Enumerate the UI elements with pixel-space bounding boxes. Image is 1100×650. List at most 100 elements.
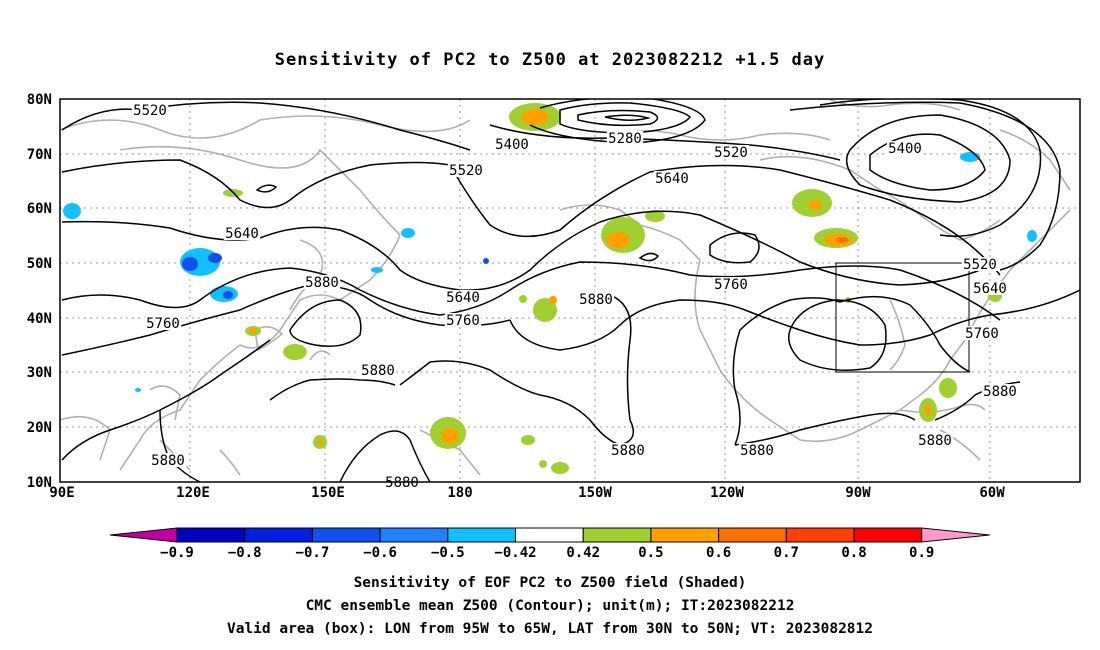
colorbar-tick-label: −0.8 [228, 545, 262, 561]
contour-label-bg [712, 145, 750, 159]
contour-label: 5880 [361, 363, 395, 379]
contour-label-bg [131, 103, 169, 117]
lat-label: 60N [27, 201, 52, 217]
contour-label: 5880 [740, 443, 774, 459]
contour-label: 5640 [973, 281, 1007, 297]
colorbar-tick-label: 0.42 [566, 545, 600, 561]
contour-label: 5880 [385, 475, 419, 491]
colorbar-swatch [311, 527, 381, 543]
contour-label: 5640 [446, 290, 480, 306]
lat-label: 50N [27, 256, 52, 272]
contour-label: 5880 [579, 292, 613, 308]
lon-label: 150E [311, 485, 345, 501]
colorbar-tick-label: 0.7 [774, 545, 799, 561]
contour-label-bg [981, 384, 1019, 398]
colorbar-tick-label: 0.9 [909, 545, 934, 561]
contour-label: 5400 [495, 137, 529, 153]
colorbar-swatch [515, 527, 584, 543]
colorbar-tick-label: −0.9 [160, 545, 194, 561]
contour-label-bg [609, 443, 647, 457]
contour-label-bg [144, 316, 182, 330]
z500-contours [61, 99, 1080, 482]
contour-label-bg [444, 290, 482, 304]
contour-label-bg [359, 363, 397, 377]
colorbar-swatch [447, 527, 516, 543]
lon-label: 120W [710, 485, 744, 501]
lat-axis-labels: 80N 70N 60N 50N 40N 30N 20N 10N [27, 92, 52, 491]
contour-label: 5280 [608, 131, 642, 147]
contour-label-bg [886, 141, 924, 155]
contour-label-bg [149, 453, 187, 467]
colorbar-max-arrow [921, 527, 990, 543]
contour-label: 5880 [151, 453, 185, 469]
contour-label-bg [916, 433, 954, 447]
lat-label: 10N [27, 475, 52, 491]
contour-label-bg [493, 137, 531, 151]
colorbar-tick-label: −0.5 [431, 545, 465, 561]
colorbar-tick-label: 0.8 [841, 545, 866, 561]
colorbar-swatch [650, 527, 720, 543]
contour-label-bg [303, 275, 341, 289]
lon-axis-labels: 90E 120E 150E 180 150W 120W 90W 60W [49, 485, 1005, 501]
contour-label-bg [447, 163, 485, 177]
contour-label-bg [963, 326, 1001, 340]
colorbar-tick-label: −0.6 [363, 545, 397, 561]
contour-label-bg [653, 171, 691, 185]
footer-line-1: Sensitivity of EOF PC2 to Z500 field (Sh… [353, 575, 747, 591]
contour-label: 5880 [983, 384, 1017, 400]
contour-label: 5640 [225, 226, 259, 242]
contour-label: 5760 [714, 277, 748, 293]
contour-label: 5760 [965, 326, 999, 342]
chart-title: Sensitivity of PC2 to Z500 at 2023082212… [274, 50, 826, 70]
contour-label: 5880 [611, 443, 645, 459]
lat-label: 30N [27, 365, 52, 381]
colorbar-swatch [718, 527, 787, 543]
contour-label: 5880 [305, 275, 339, 291]
contour-label: 5400 [888, 141, 922, 157]
lat-label: 70N [27, 147, 52, 163]
colorbar-swatch [853, 527, 923, 543]
contour-label: 5640 [655, 171, 689, 187]
contour-label-bg [971, 281, 1009, 295]
contour-label: 5520 [449, 163, 483, 179]
contour-label: 5520 [714, 145, 748, 161]
colorbar-swatch [582, 527, 652, 543]
lat-label: 80N [27, 92, 52, 108]
contour-label-bg [961, 257, 999, 271]
contour-label-bg [712, 277, 750, 291]
colorbar-swatch [785, 527, 855, 543]
contour-label: 5880 [918, 433, 952, 449]
colorbar-min-arrow [109, 527, 178, 543]
lon-label: 120E [176, 485, 210, 501]
colorbar-tick-label: 0.5 [638, 545, 663, 561]
lat-label: 40N [27, 311, 52, 327]
colorbar-swatch [244, 527, 313, 543]
gridlines [60, 99, 1080, 482]
contour-label-bg [606, 131, 644, 145]
contour-label-bg [738, 443, 776, 457]
contour-label: 5760 [446, 313, 480, 329]
lat-label: 20N [27, 420, 52, 436]
lon-label: 180 [447, 485, 472, 501]
colorbar-tick-label: −0.7 [296, 545, 330, 561]
lon-label: 90W [845, 485, 871, 501]
contour-labels: 5520 5400 5280 5520 5520 5640 5400 5640 5880 5640… [131, 103, 1019, 491]
valid-area-box [835, 262, 970, 373]
footer-line-3: Valid area (box): LON from 95W to 65W, L… [226, 621, 873, 637]
lon-label: 90E [49, 485, 74, 501]
contour-label: 5520 [133, 103, 167, 119]
colorbar: −0.9 −0.8 −0.7 −0.6 −0.5 −0.42 0.42 0.5 0.6 0.7 0.… [109, 527, 990, 561]
colorbar-swatch [379, 527, 449, 543]
colorbar-tick-label: −0.42 [494, 545, 536, 561]
contour-label-bg [577, 292, 615, 306]
contour-label: 5520 [963, 257, 997, 273]
contour-label: 5760 [146, 316, 180, 332]
plot-frame [59, 98, 1081, 483]
lon-label: 60W [979, 485, 1005, 501]
colorbar-tick-label: 0.6 [706, 545, 731, 561]
footer-line-2: CMC ensemble mean Z500 (Contour); unit(m… [305, 598, 795, 614]
colorbar-swatch [176, 527, 246, 543]
sensitivity-shading [63, 103, 1037, 474]
contour-label-bg [223, 226, 261, 240]
